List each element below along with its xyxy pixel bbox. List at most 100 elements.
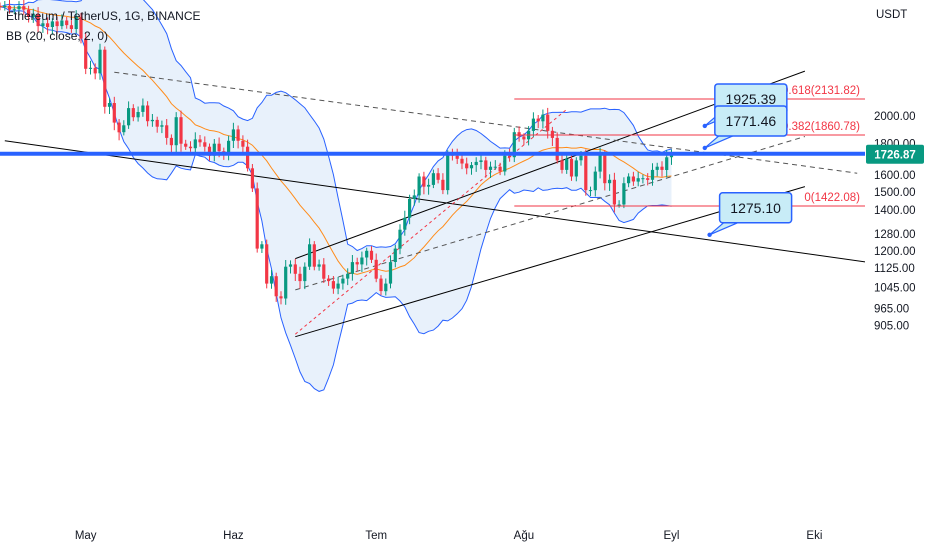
candle-up[interactable] xyxy=(341,278,345,284)
candle-down[interactable] xyxy=(603,154,607,184)
candle-up[interactable] xyxy=(531,118,535,131)
candle-down[interactable] xyxy=(298,273,302,282)
candle-down[interactable] xyxy=(646,178,650,180)
candle-down[interactable] xyxy=(379,278,383,292)
candle-up[interactable] xyxy=(193,139,197,149)
candle-up[interactable] xyxy=(160,125,164,127)
candle-down[interactable] xyxy=(112,103,116,123)
candle-up[interactable] xyxy=(303,266,307,282)
trendline-dashed[interactable] xyxy=(295,136,806,291)
candle-up[interactable] xyxy=(17,6,21,10)
candle-down[interactable] xyxy=(146,105,150,122)
candle-down[interactable] xyxy=(279,296,283,299)
candle-up[interactable] xyxy=(336,283,340,289)
candle-up[interactable] xyxy=(622,183,626,205)
candle-down[interactable] xyxy=(84,38,88,69)
candle-down[interactable] xyxy=(236,129,240,141)
candle-up[interactable] xyxy=(212,143,216,156)
candle-up[interactable] xyxy=(141,105,145,112)
candle-down[interactable] xyxy=(246,146,250,169)
candle-up[interactable] xyxy=(503,155,507,172)
candle-up[interactable] xyxy=(627,176,631,184)
candle-down[interactable] xyxy=(255,188,259,249)
candle-down[interactable] xyxy=(274,276,278,297)
candle-down[interactable] xyxy=(36,14,40,27)
candle-down[interactable] xyxy=(355,262,359,265)
candle-up[interactable] xyxy=(617,204,621,206)
candle-up[interactable] xyxy=(608,179,612,184)
trendline-dashed-red[interactable] xyxy=(294,109,568,335)
candle-up[interactable] xyxy=(388,262,393,284)
candle-up[interactable] xyxy=(403,217,407,230)
candle-down[interactable] xyxy=(484,160,488,170)
candle-down[interactable] xyxy=(374,259,378,279)
candle-up[interactable] xyxy=(360,257,364,265)
price-axis[interactable]: USDT2000.001800.001600.001500.001400.001… xyxy=(865,0,932,550)
candle-down[interactable] xyxy=(327,278,331,282)
candle-up[interactable] xyxy=(122,125,126,133)
candle-down[interactable] xyxy=(369,250,374,260)
candle-up[interactable] xyxy=(127,108,131,126)
candle-down[interactable] xyxy=(612,179,616,205)
candle-up[interactable] xyxy=(269,276,274,284)
candle-up[interactable] xyxy=(88,67,93,69)
candle-down[interactable] xyxy=(455,155,459,159)
candle-up[interactable] xyxy=(474,161,478,166)
candle-down[interactable] xyxy=(241,140,245,147)
candle-up[interactable] xyxy=(288,264,293,267)
candle-up[interactable] xyxy=(488,166,493,170)
candle-down[interactable] xyxy=(536,118,540,122)
candle-down[interactable] xyxy=(560,160,564,170)
candle-up[interactable] xyxy=(412,195,416,199)
candle-up[interactable] xyxy=(398,229,402,249)
candle-up[interactable] xyxy=(417,176,421,196)
candle-down[interactable] xyxy=(660,166,664,170)
candle-down[interactable] xyxy=(331,281,335,289)
candle-down[interactable] xyxy=(460,158,464,164)
candle-down[interactable] xyxy=(631,176,635,182)
candle-down[interactable] xyxy=(265,244,269,284)
candle-down[interactable] xyxy=(165,125,169,138)
candle-up[interactable] xyxy=(31,14,35,17)
candle-down[interactable] xyxy=(293,264,297,274)
symbol-title[interactable]: Ethereum / TetherUS, 1G, BINANCE xyxy=(6,9,201,23)
candle-up[interactable] xyxy=(284,266,288,299)
trendline-solid[interactable] xyxy=(4,140,867,263)
candle-down[interactable] xyxy=(93,67,97,74)
candle-down[interactable] xyxy=(65,20,69,26)
candle-down[interactable] xyxy=(103,49,107,107)
candle-up[interactable] xyxy=(60,20,64,27)
price-callout[interactable]: 1771.46 xyxy=(702,105,788,151)
candle-down[interactable] xyxy=(79,16,83,39)
candle-up[interactable] xyxy=(3,5,7,7)
candle-down[interactable] xyxy=(584,155,588,191)
candle-down[interactable] xyxy=(55,21,59,27)
candle-down[interactable] xyxy=(522,136,526,140)
candle-up[interactable] xyxy=(431,173,435,185)
candle-down[interactable] xyxy=(7,5,12,10)
candle-up[interactable] xyxy=(427,184,431,187)
candle-up[interactable] xyxy=(588,190,593,192)
candle-up[interactable] xyxy=(74,16,78,29)
time-axis[interactable]: May Haz Tem Ağu Eyl Eki xyxy=(0,517,932,550)
candle-up[interactable] xyxy=(565,158,569,170)
candle-up[interactable] xyxy=(479,160,483,162)
candle-up[interactable] xyxy=(174,117,178,146)
candle-up[interactable] xyxy=(636,178,640,182)
candle-up[interactable] xyxy=(393,248,397,262)
candle-up[interactable] xyxy=(350,262,354,274)
candle-up[interactable] xyxy=(541,114,545,122)
candle-up[interactable] xyxy=(227,140,231,154)
candle-down[interactable] xyxy=(546,114,550,131)
candle-up[interactable] xyxy=(41,23,45,27)
candle-up[interactable] xyxy=(107,103,112,107)
candle-up[interactable] xyxy=(641,178,645,180)
candle-up[interactable] xyxy=(12,9,16,11)
candle-up[interactable] xyxy=(655,166,659,170)
candle-down[interactable] xyxy=(155,119,159,127)
candle-down[interactable] xyxy=(569,158,574,177)
candle-up[interactable] xyxy=(384,283,388,292)
candle-up[interactable] xyxy=(469,165,474,169)
candle-up[interactable] xyxy=(665,157,669,170)
